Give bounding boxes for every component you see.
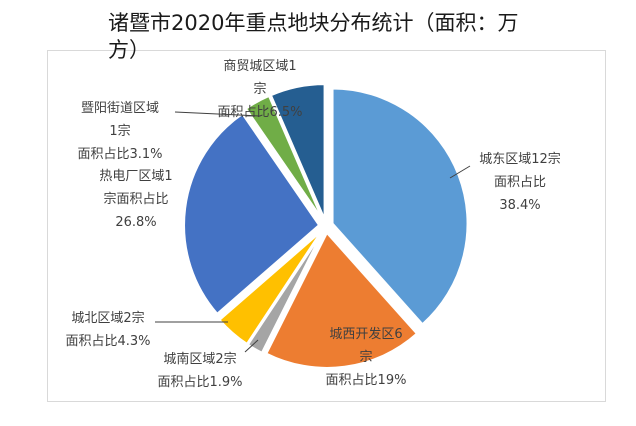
leader-line-3	[244, 339, 259, 353]
data-label-3: 城南区域2宗面积占比1.9%	[157, 351, 242, 390]
data-label-6: 暨阳街道区域 1宗面积占比3.1%	[77, 101, 162, 162]
leader-line-1	[449, 165, 471, 179]
data-label-2: 城西开发区6 宗面积占比19%	[326, 326, 407, 388]
slice-7	[269, 83, 326, 220]
data-label-5: 热电厂区域1 宗面积占比 26.8%	[99, 169, 172, 230]
data-label-1: 城东区域12宗面积占比 38.4%	[479, 151, 561, 213]
slice-6	[244, 94, 324, 221]
slice-2	[265, 231, 419, 369]
slice-4	[218, 230, 323, 346]
data-label-4: 城北区域2宗面积占比4.3%	[65, 310, 150, 349]
slice-5	[183, 112, 321, 316]
slice-3	[246, 231, 324, 355]
data-label-7: 商贸城区域1 宗面积占比6.5%	[217, 59, 302, 120]
leader-line-6	[174, 111, 261, 117]
chart-title: 诸暨市2020年重点地块分布统计（面积：万方）	[108, 11, 519, 62]
slice-1	[331, 87, 469, 326]
